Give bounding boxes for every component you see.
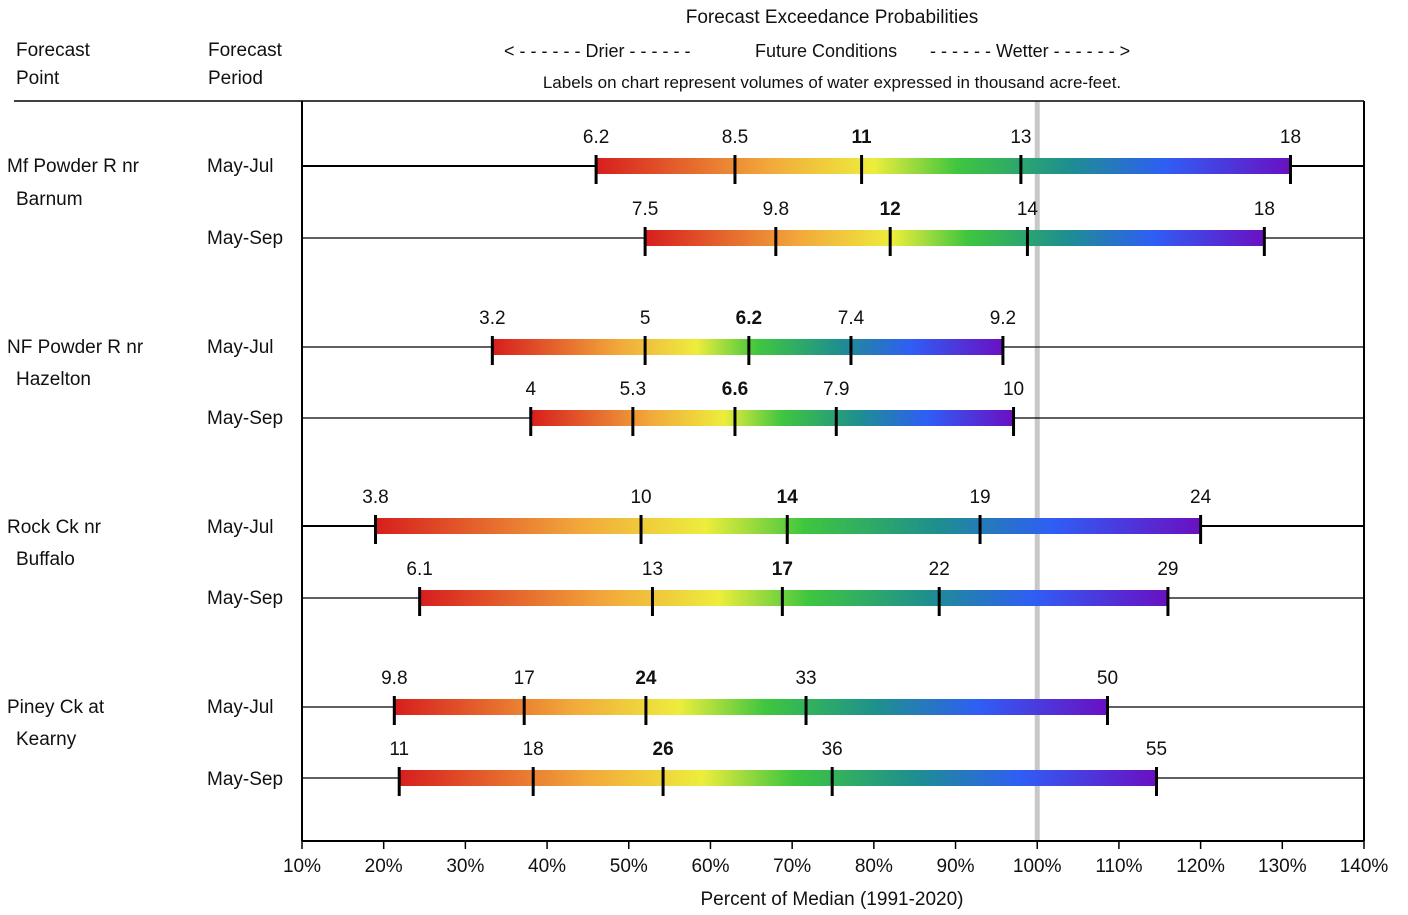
x-tick-label: 50% xyxy=(610,856,648,877)
volume-label: 5.3 xyxy=(620,379,646,400)
header-forecast-point-line2: Point xyxy=(16,68,60,89)
period-label-mf-powder-may-jul: May-Jul xyxy=(207,156,274,177)
x-tick-label: 110% xyxy=(1095,856,1142,877)
bar-rows: 6.2 8.5 11 13 18 7.5 9.8 12 14 18 3.2 5 6.2 7.4 9.2 4 5.… xyxy=(302,127,1364,796)
volume-label: 9.8 xyxy=(763,199,789,220)
volume-label: 36 xyxy=(822,739,843,760)
point-label-mf-powder-line2: Barnum xyxy=(16,189,83,210)
period-label-rock-ck-may-sep: May-Sep xyxy=(207,588,284,609)
volume-label: 22 xyxy=(929,559,950,580)
chart-title: Forecast Exceedance Probabilities xyxy=(685,7,979,28)
period-label-rock-ck-may-jul: May-Jul xyxy=(207,517,274,538)
volume-label: 4 xyxy=(525,379,536,400)
volume-label: 5 xyxy=(640,308,651,329)
volume-label: 7.9 xyxy=(823,379,849,400)
wetter-label: - - - - - - Wetter - - - - - - > xyxy=(930,41,1131,61)
volume-label: 6.2 xyxy=(736,308,762,329)
exceedance-bar xyxy=(645,230,1265,246)
point-label-rock-ck-line2: Buffalo xyxy=(16,549,75,570)
x-tick-label: 10% xyxy=(283,856,321,877)
x-tick-label: 100% xyxy=(1013,856,1062,877)
x-tick-label: 20% xyxy=(365,856,403,877)
volume-label: 33 xyxy=(795,668,816,689)
volume-label: 6.2 xyxy=(583,127,609,148)
volume-label: 6.1 xyxy=(406,559,432,580)
point-label-piney-ck-line1: Piney Ck at xyxy=(7,697,105,718)
period-label-piney-ck-may-jul: May-Jul xyxy=(207,697,274,718)
x-tick-label: 130% xyxy=(1258,856,1307,877)
point-label-nf-powder-line1: NF Powder R nr xyxy=(7,337,144,358)
header-forecast-period-line1: Forecast xyxy=(208,40,282,61)
volume-label: 11 xyxy=(389,739,409,760)
volume-label: 8.5 xyxy=(722,127,748,148)
x-tick-label: 90% xyxy=(937,856,975,877)
volume-label: 7.5 xyxy=(632,199,658,220)
x-tick-label: 70% xyxy=(773,856,811,877)
plot-frame xyxy=(14,100,1365,842)
volume-label: 17 xyxy=(514,668,535,689)
exceedance-bar xyxy=(394,699,1108,715)
period-label-piney-ck-may-sep: May-Sep xyxy=(207,769,284,790)
volume-label: 9.2 xyxy=(990,308,1016,329)
exceedance-bar xyxy=(399,770,1157,786)
volume-label: 29 xyxy=(1157,559,1178,580)
exceedance-bar xyxy=(419,590,1168,606)
volume-label: 3.2 xyxy=(479,308,505,329)
volume-label: 26 xyxy=(653,739,674,760)
header-forecast-period-line2: Period xyxy=(208,68,263,89)
volume-label: 11 xyxy=(852,127,873,148)
volume-label: 13 xyxy=(1010,127,1031,148)
volume-note: Labels on chart represent volumes of wat… xyxy=(542,73,1122,92)
volume-label: 19 xyxy=(969,487,990,508)
x-axis-label: Percent of Median (1991-2020) xyxy=(700,889,964,910)
exceedance-bar xyxy=(530,410,1014,426)
point-label-piney-ck-line2: Kearny xyxy=(16,729,77,750)
volume-label: 14 xyxy=(1017,199,1039,220)
point-label-rock-ck-line1: Rock Ck nr xyxy=(7,517,101,538)
volume-label: 24 xyxy=(635,668,657,689)
x-tick-label: 140% xyxy=(1340,856,1389,877)
point-label-nf-powder-line2: Hazelton xyxy=(16,369,91,390)
volume-label: 14 xyxy=(777,487,799,508)
x-axis: 10% 20% 30% 40% 50% 60% 70% 80% 90% 100% 110% 120% 1… xyxy=(283,841,1388,877)
point-label-mf-powder-line1: Mf Powder R nr xyxy=(7,156,139,177)
volume-label: 18 xyxy=(523,739,544,760)
volume-label: 3.8 xyxy=(362,487,388,508)
volume-label: 6.6 xyxy=(722,379,748,400)
exceedance-bar xyxy=(596,158,1291,174)
drier-label: < - - - - - - Drier - - - - - - xyxy=(504,41,691,61)
volume-label: 12 xyxy=(880,199,901,220)
x-tick-label: 40% xyxy=(528,856,566,877)
volume-label: 9.8 xyxy=(381,668,407,689)
period-label-nf-powder-may-sep: May-Sep xyxy=(207,408,284,429)
volume-label: 18 xyxy=(1280,127,1301,148)
volume-label: 13 xyxy=(642,559,663,580)
x-tick-label: 30% xyxy=(446,856,484,877)
period-label-mf-powder-may-sep: May-Sep xyxy=(207,228,284,249)
period-label-nf-powder-may-jul: May-Jul xyxy=(207,337,274,358)
volume-label: 24 xyxy=(1190,487,1212,508)
volume-label: 18 xyxy=(1254,199,1275,220)
volume-label: 50 xyxy=(1097,668,1118,689)
volume-label: 17 xyxy=(772,559,793,580)
volume-label: 7.4 xyxy=(838,308,865,329)
x-tick-label: 80% xyxy=(855,856,893,877)
x-tick-label: 120% xyxy=(1176,856,1225,877)
volume-label: 55 xyxy=(1146,739,1167,760)
x-tick-label: 60% xyxy=(691,856,729,877)
future-conditions-label: Future Conditions xyxy=(755,41,898,61)
header-forecast-point-line1: Forecast xyxy=(16,40,90,61)
volume-label: 10 xyxy=(630,487,651,508)
volume-label: 10 xyxy=(1003,379,1024,400)
